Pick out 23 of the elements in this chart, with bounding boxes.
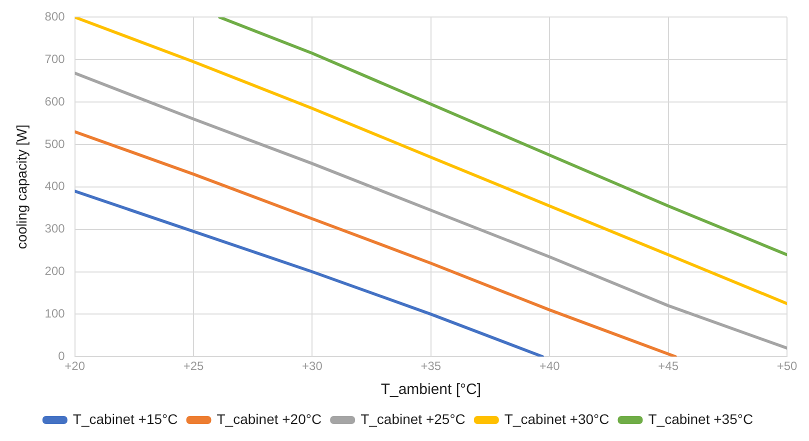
x-tick-label: +30 xyxy=(302,359,323,374)
y-tick-label: 100 xyxy=(44,306,66,320)
x-axis-title: T_ambient [°C] xyxy=(380,381,482,398)
y-tick-label: 400 xyxy=(44,179,66,194)
y-tick-label: 700 xyxy=(44,52,66,66)
x-tick-label: +25 xyxy=(183,359,204,374)
y-tick-label: 200 xyxy=(44,264,66,278)
y-tick-label: 500 xyxy=(44,136,66,151)
legend-label: T_cabinet +15°C xyxy=(72,410,178,427)
y-axis-title: cooling capacity [W] xyxy=(13,124,30,250)
y-tick-label: 600 xyxy=(44,94,66,108)
legend-label: T_cabinet +30°C xyxy=(504,410,610,427)
x-tick-label: +35 xyxy=(420,359,442,374)
legend-label: T_cabinet +20°C xyxy=(216,410,322,427)
x-tick-label: +20 xyxy=(64,359,86,374)
x-tick-label: +40 xyxy=(539,359,560,374)
y-tick-label: 300 xyxy=(44,222,66,236)
x-tick-label: +45 xyxy=(658,359,679,374)
y-tick-label: 0 xyxy=(58,348,66,363)
y-tick-label: 800 xyxy=(44,10,66,24)
legend-label: T_cabinet +25°C xyxy=(360,410,466,427)
x-tick-label: +50 xyxy=(776,359,798,374)
legend-label: T_cabinet +35°C xyxy=(648,410,754,427)
